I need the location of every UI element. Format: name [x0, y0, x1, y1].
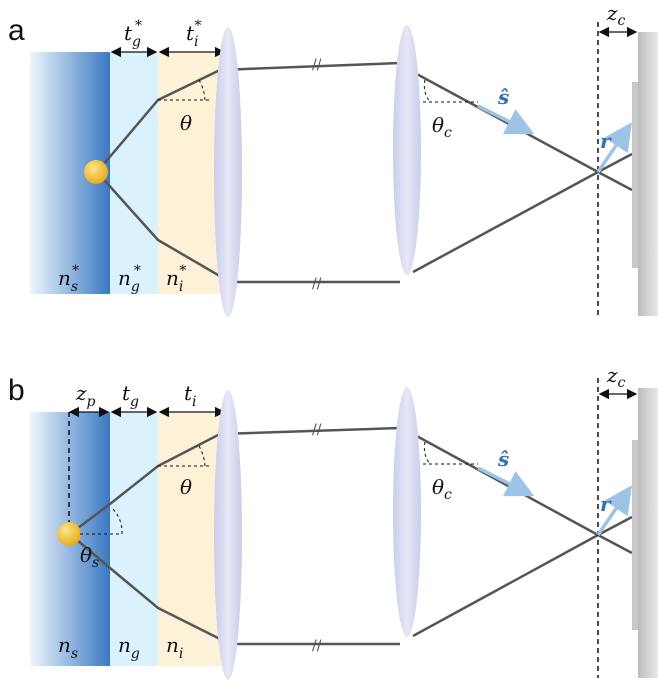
objective-lens [214, 390, 242, 680]
immersion-medium [158, 412, 232, 666]
panel-b: b zp tg ti // // θs θ [8, 363, 658, 680]
tube-angle-arc [423, 441, 431, 465]
particle-depth-label: zp [75, 381, 96, 410]
defocus-label: zc [606, 363, 626, 391]
sample-index-label: ns [58, 633, 78, 662]
angle-theta-c-label: θc [432, 113, 452, 141]
axis-break-upper: // [312, 422, 322, 438]
tube-ray-lower [412, 533, 599, 638]
tube-ray-upper-cont [597, 152, 633, 174]
position-vector-r [596, 485, 632, 536]
panel-letter-a: a [8, 14, 25, 47]
immersion-thickness-label: ti* [186, 18, 202, 50]
tube-lens [393, 387, 421, 637]
position-vector-r-label: r [600, 492, 612, 516]
sample-angle-arc [111, 507, 123, 535]
angle-theta-c-label: θc [432, 475, 452, 503]
tube-ray-lower-cont [597, 170, 633, 192]
angle-theta-s-label: θs [80, 543, 99, 571]
lower-ray [96, 171, 400, 284]
tube-ray-lower [412, 170, 599, 274]
axis-break-lower: // [312, 638, 322, 654]
angle-arc [198, 79, 206, 101]
defocus-label: zc [606, 1, 626, 29]
immersion-index-label: ni [166, 633, 183, 662]
tube-angle-arc [423, 79, 431, 103]
immersion-medium [158, 52, 232, 294]
glass-thickness-label: tg [122, 381, 139, 410]
unit-vector-s-label: ŝ [497, 447, 509, 471]
panel-a: a tg* ti* // // θ θc ŝ [8, 1, 658, 318]
particle [57, 522, 81, 546]
unit-vector-s [477, 466, 535, 497]
lower-ray [69, 533, 400, 646]
detector-body [638, 32, 658, 316]
axis-break-lower: // [312, 276, 322, 292]
detector-front [632, 440, 638, 630]
objective-lens [214, 27, 242, 317]
immersion-index-label: ni* [166, 263, 186, 295]
panel-letter-b: b [8, 374, 25, 407]
coverslip-glass [110, 52, 158, 294]
tube-ray-upper-cont [597, 515, 633, 537]
axis-break-upper: // [312, 57, 322, 73]
glass-index-label: ng* [118, 263, 141, 295]
unit-vector-s [477, 104, 535, 135]
glass-index-label: ng [118, 633, 140, 662]
particle [84, 160, 108, 184]
detector-front [632, 82, 638, 268]
coverslip-glass [110, 412, 158, 666]
angle-theta-label: θ [180, 475, 192, 499]
position-vector-r [596, 122, 632, 173]
glass-thickness-label: tg* [124, 18, 142, 50]
unit-vector-s-label: ŝ [497, 85, 509, 109]
tube-lens [393, 25, 421, 275]
position-vector-r-label: r [600, 129, 612, 153]
immersion-thickness-label: ti [184, 381, 197, 410]
detector-body [638, 388, 658, 678]
tube-ray-lower-cont [597, 533, 633, 555]
sample-index-label: ns* [58, 263, 79, 295]
angle-theta-label: θ [180, 111, 192, 135]
upper-ray [96, 61, 401, 173]
angle-arc [198, 445, 206, 467]
